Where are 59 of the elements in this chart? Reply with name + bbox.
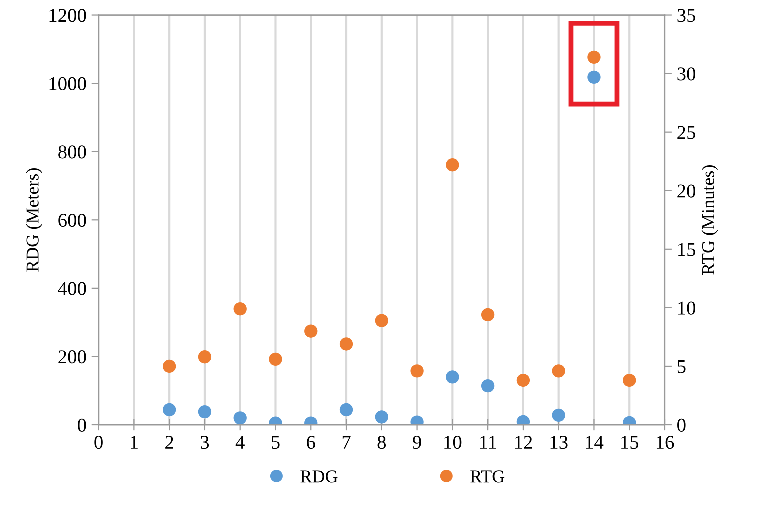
point	[162, 403, 176, 417]
point	[516, 374, 530, 388]
x-tick-label: 10	[444, 436, 462, 450]
point	[481, 308, 495, 322]
y2-tick-label: 15	[678, 243, 696, 256]
point	[269, 352, 282, 366]
x-tick-label: 4	[236, 436, 245, 449]
y-axis-title: RDG (Meters)	[26, 168, 43, 272]
x-tick-label: 9	[413, 436, 422, 450]
x-tick-label: 3	[201, 436, 210, 450]
point	[552, 364, 566, 378]
y-tick-label: 800	[58, 146, 86, 159]
y2-tick-label: 20	[678, 184, 696, 198]
legend-label: RDG	[300, 470, 338, 483]
y-tick-label: 0	[78, 418, 86, 432]
point	[375, 314, 388, 328]
x-tick-label: 2	[166, 436, 174, 449]
legend-label: RTG	[470, 470, 505, 483]
y2-tick-label: 5	[678, 360, 686, 374]
x-tick-label: 0	[94, 436, 103, 450]
point	[410, 364, 424, 378]
x-tick-label: 11	[480, 436, 496, 449]
y2-tick-label: 30	[678, 68, 696, 81]
point	[588, 50, 601, 64]
y2-tick-label: 10	[678, 302, 696, 315]
x-tick-label: 15	[622, 436, 639, 450]
point	[552, 408, 566, 422]
x-tick-label: 1	[131, 436, 138, 449]
x-tick-label: 8	[378, 436, 386, 450]
point	[340, 403, 354, 417]
x-tick-label: 13	[550, 436, 568, 450]
y-tick-label: 600	[58, 214, 86, 228]
point	[623, 374, 636, 388]
point	[198, 405, 212, 419]
point	[304, 324, 318, 338]
point	[481, 380, 495, 393]
x-tick-label: 5	[272, 436, 280, 450]
point	[234, 412, 247, 425]
y2-axis-title: RTG (Minutes)	[702, 166, 718, 275]
point	[340, 338, 354, 351]
point	[198, 350, 212, 364]
y-tick-label: 400	[58, 282, 86, 296]
point	[375, 410, 388, 424]
point	[162, 360, 176, 374]
y2-tick-label: 25	[678, 126, 696, 140]
y-tick-label: 200	[58, 350, 86, 364]
y2-tick-label: 0	[678, 418, 686, 432]
x-tick-label: 12	[515, 436, 532, 449]
point	[446, 370, 460, 384]
y-tick-label: 1000	[50, 77, 86, 90]
x-tick-label: 7	[342, 436, 351, 449]
x-tick-label: 16	[656, 436, 674, 450]
point	[588, 70, 601, 84]
x-tick-label: 6	[307, 436, 316, 450]
point	[446, 158, 460, 172]
y2-tick-label: 35	[678, 9, 696, 22]
point	[234, 302, 247, 316]
y-tick-label: 1200	[50, 9, 86, 22]
x-tick-label: 14	[586, 436, 604, 449]
